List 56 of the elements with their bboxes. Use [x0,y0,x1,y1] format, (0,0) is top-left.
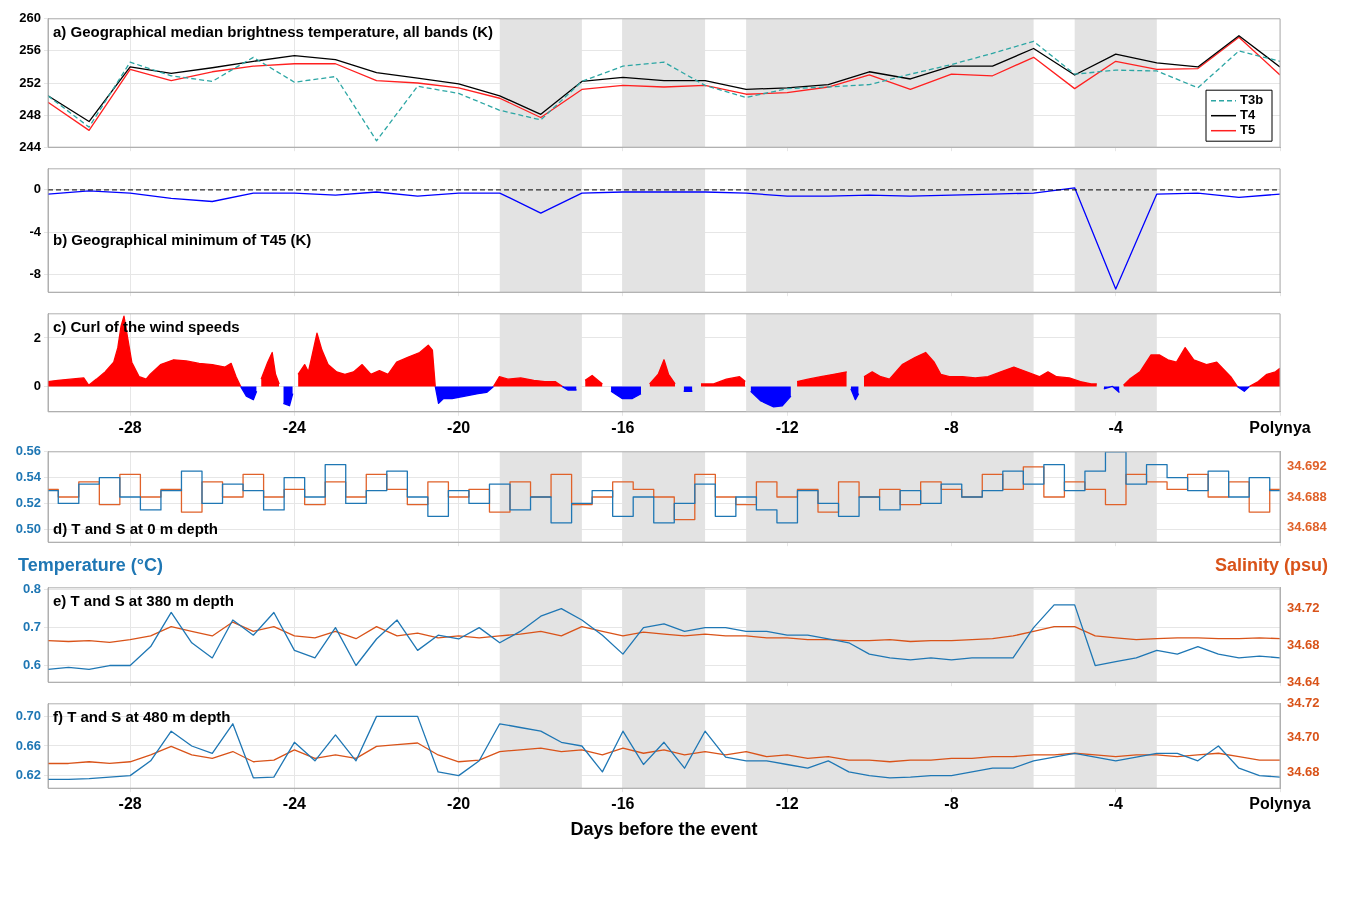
y2-tick-label: 34.70 [1287,729,1320,745]
y2-tick-label: 34.72 [1287,695,1320,711]
y-tick-label: 0.70 [15,707,41,723]
x-tick-label: Polynya [1249,795,1311,813]
legend-label: T4 [1240,107,1256,123]
y-tick-label: 252 [19,74,41,90]
y-tick-label: 256 [19,42,41,58]
y2-tick-label: 34.68 [1287,763,1320,779]
y2-tick-label: 34.684 [1287,518,1328,534]
x-tick-label: -8 [944,795,959,813]
x-tick-label: -24 [282,418,307,436]
x-tick-label: -8 [944,418,959,436]
x-tick-label: -4 [1108,795,1123,813]
y-tick-label: 0.54 [15,469,42,485]
y2-tick-label: 34.688 [1287,488,1327,504]
y-tick-label: 244 [19,138,42,154]
y-tick-label: 0.50 [15,520,41,536]
chart-title: a) Geographical median brightness temperature, all bands (K) [53,22,494,40]
y-tick-label: 0.7 [22,619,41,635]
x-tick-label: -4 [1108,418,1123,436]
y-tick-label: 0.52 [15,495,41,511]
y-axis-title: Temperature (°C) [18,554,163,576]
y-tick-label: 2 [33,329,41,345]
y-tick-label: 248 [19,106,41,122]
x-tick-label: -28 [118,795,142,813]
y-tick-label: 0.56 [15,443,41,459]
x-tick-label: -12 [775,795,799,813]
y-tick-label: -8 [29,265,41,281]
y-tick-label: 0.6 [22,657,41,673]
chart-title: e) T and S at 380 m depth [53,591,234,609]
y-tick-label: 260 [19,10,41,26]
x-tick-label: -16 [611,418,635,436]
y-tick-label: 0.62 [15,767,41,783]
x-tick-label: -28 [118,418,142,436]
y2-tick-label: 34.72 [1287,599,1320,615]
y-tick-label: 0.8 [22,581,41,597]
x-tick-label: Polynya [1249,418,1311,436]
chart-title: f) T and S at 480 m depth [53,707,231,725]
x-tick-label: -24 [282,795,307,813]
x-tick-label: -12 [775,418,799,436]
y2-tick-label: 34.64 [1287,673,1321,689]
y-tick-label: 0 [33,377,41,393]
y2-tick-label: 34.692 [1287,458,1327,474]
y-tick-label: -4 [29,223,42,239]
y-tick-label: 0 [33,181,41,197]
legend-label: T3b [1240,92,1264,108]
legend-label: T5 [1240,122,1256,138]
text: b) Geographical minimum of T45 (K) [53,230,312,248]
y2-tick-label: 34.68 [1287,636,1320,652]
x-axis-title: Days before the event [570,819,758,840]
text: d) T and S at 0 m depth [53,520,219,538]
x-tick-label: -20 [447,795,471,813]
y2-axis-title: Salinity (psu) [1214,554,1328,576]
x-tick-label: -20 [447,418,471,436]
x-tick-label: -16 [611,795,635,813]
y-tick-label: 0.66 [15,737,41,753]
